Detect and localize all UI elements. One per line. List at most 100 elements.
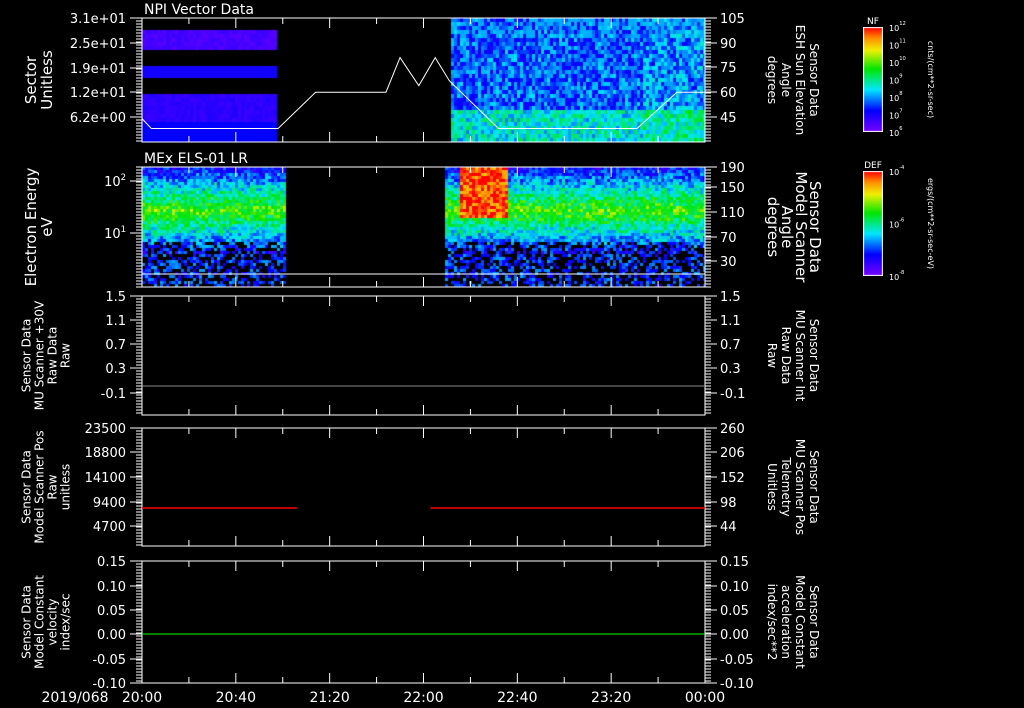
y-tick-label: 2.5e+01 [70, 37, 126, 52]
y-axis-label: Model Constant [33, 575, 47, 669]
y-tick-label: 14100 [85, 471, 126, 486]
right-y-axis-label: MU Scanner Int [793, 310, 807, 402]
right-y-axis-label: acceleration [779, 585, 793, 659]
y-tick-label: 101 [104, 224, 126, 242]
right-y-tick-label: 60 [720, 86, 737, 101]
colorbar-tick: 1011 [889, 39, 906, 51]
right-y-tick-label: 1.1 [720, 314, 741, 329]
y-axis-label: Sensor Data [20, 319, 34, 393]
colorbar-tick: 107 [889, 109, 903, 121]
time-tick-label: 22:00 [403, 690, 443, 706]
y-axis-label: Unitless [38, 50, 56, 110]
right-y-tick-label: -0.1 [720, 387, 745, 402]
right-y-tick-label: 44 [720, 520, 737, 535]
right-y-tick-label: 0.7 [720, 338, 741, 353]
right-y-axis-label: Unitless [765, 463, 779, 511]
right-y-axis-label: Sensor Data [807, 450, 821, 524]
colorbar-units: cnts/(cm**2-sr-sec) [926, 41, 935, 118]
y-axis-label: Model Scanner Pos [33, 430, 47, 543]
panel-frame-1 [141, 17, 706, 143]
right-y-axis-label: Telemetry [779, 456, 793, 516]
y-tick-label: 102 [104, 172, 126, 190]
panel-frame-4 [141, 427, 706, 547]
right-y-tick-label: 105 [720, 12, 745, 27]
y-tick-label: -0.05 [92, 653, 126, 668]
panel-frame-5 [141, 560, 706, 684]
date-label: 2019/068 [41, 690, 108, 706]
right-y-axis-label: Sensor Data [807, 43, 821, 117]
right-y-tick-label: 1.5 [720, 290, 741, 305]
right-y-tick-label: 98 [720, 496, 737, 511]
time-tick-label: 21:20 [309, 690, 349, 706]
els-spectrogram-image [142, 167, 705, 287]
y-axis-label: eV [38, 217, 56, 237]
time-tick-label: 20:00 [122, 690, 162, 706]
right-y-tick-label: 0.00 [720, 628, 749, 643]
right-y-axis-label: Sensor Data [807, 585, 821, 659]
right-y-axis-label: index/sec**2 [765, 584, 779, 661]
right-y-tick-label: -0.10 [720, 677, 754, 692]
y-axis-label: Sensor Data [20, 585, 34, 659]
right-y-tick-label: 0.3 [720, 362, 741, 377]
colorbar-title: DEF [864, 161, 882, 171]
right-y-tick-label: 90 [720, 37, 737, 52]
colorbar-tick: 1010 [889, 56, 906, 68]
y-tick-label: 6.2e+00 [70, 111, 126, 126]
y-axis-label: unitless [59, 464, 73, 510]
right-y-tick-label: 190 [720, 161, 745, 176]
y-axis-label: MU Scanner +30V [33, 300, 47, 410]
right-y-axis-label: degrees [764, 197, 782, 258]
y-tick-label: 0.7 [105, 338, 126, 353]
right-y-tick-label: 150 [720, 181, 745, 196]
y-tick-label: 0.05 [97, 604, 126, 619]
colorbar-tick: 108 [889, 91, 903, 103]
right-y-axis-label: Angle [778, 206, 796, 249]
right-y-tick-label: -0.05 [720, 653, 754, 668]
right-y-axis-label: Sensor Data [806, 181, 824, 273]
panel-title: MEx ELS-01 LR [144, 151, 248, 167]
colorbar-tick: 10-4 [889, 165, 905, 177]
colorbar-tick: 109 [889, 74, 903, 86]
right-y-tick-label: 0.10 [720, 580, 749, 595]
right-y-tick-label: 30 [720, 255, 737, 270]
right-y-axis-label: Raw Data [779, 327, 793, 385]
panel-frame-2 [141, 166, 706, 288]
y-tick-label: 4700 [93, 520, 126, 535]
y-tick-label: 9400 [93, 496, 126, 511]
right-y-axis-label: Sensor Data [807, 319, 821, 393]
time-tick-label: 22:40 [497, 690, 537, 706]
y-axis-label: index/sec [59, 593, 73, 650]
right-y-tick-label: 206 [720, 446, 745, 461]
right-y-axis-label: Model Scanner [792, 171, 810, 283]
right-y-tick-label: 260 [720, 422, 745, 437]
right-y-tick-label: 152 [720, 471, 745, 486]
y-axis-label: Raw [59, 343, 73, 368]
right-y-tick-label: 70 [720, 231, 737, 246]
y-axis-label: Sector [22, 55, 40, 104]
right-y-tick-label: 0.15 [720, 555, 749, 570]
y-axis-label: Raw Data [46, 327, 60, 385]
y-tick-label: 1.9e+01 [70, 62, 126, 77]
def-colorbar [863, 171, 883, 276]
right-y-axis-label: Model Constant [793, 575, 807, 669]
right-y-tick-label: 110 [720, 206, 745, 221]
y-tick-label: 0.00 [97, 628, 126, 643]
right-y-axis-label: MU Scanner Pos [793, 439, 807, 535]
y-tick-label: -0.1 [101, 387, 126, 402]
y-tick-label: 0.15 [97, 555, 126, 570]
time-tick-label: 23:20 [591, 690, 631, 706]
y-tick-label: -0.10 [92, 677, 126, 692]
right-y-axis-label: Angle [779, 63, 793, 97]
right-y-tick-label: 75 [720, 61, 737, 76]
y-axis-label: velocity [46, 599, 60, 646]
y-tick-label: 18800 [85, 446, 126, 461]
npi-spectrogram-image [142, 18, 705, 142]
time-tick-label: 20:40 [216, 690, 256, 706]
colorbar-units: ergs/(cm**2-sr-sec-eV) [926, 178, 935, 269]
y-tick-label: 1.1 [105, 314, 126, 329]
y-tick-label: 23500 [85, 422, 126, 437]
y-tick-label: 3.1e+01 [70, 12, 126, 27]
y-tick-label: 0.3 [105, 362, 126, 377]
